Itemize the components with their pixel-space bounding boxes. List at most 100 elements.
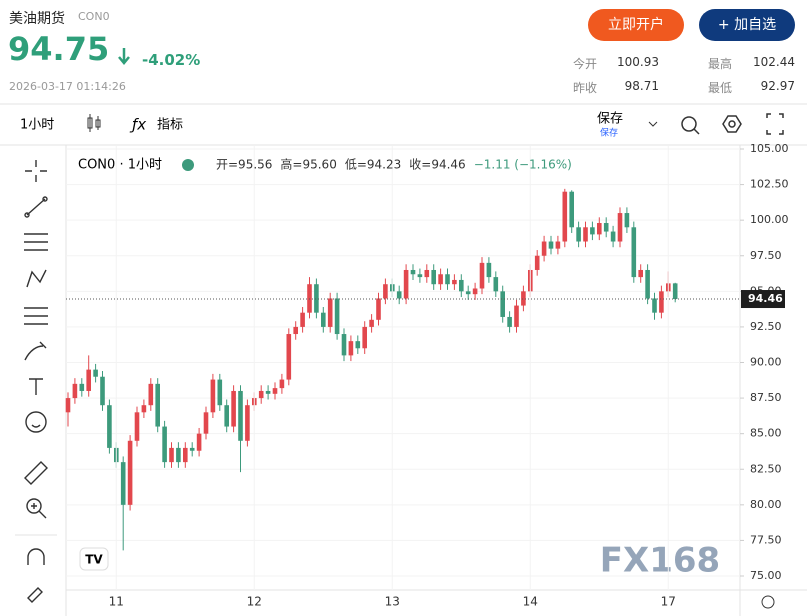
candle-body (210, 379, 216, 413)
last-price-label: 94.46 (748, 292, 783, 305)
interval-button[interactable]: 1小时 (20, 118, 54, 133)
candle-body (355, 341, 361, 349)
add-watchlist-button[interactable]: + 加自选 (699, 9, 795, 41)
candle-body (645, 269, 650, 299)
candle-body (258, 390, 264, 399)
drawing-tools[interactable] (24, 160, 48, 603)
y-tick-label: 82.50 (750, 462, 782, 475)
candle-body (321, 312, 326, 327)
candle-body (348, 341, 354, 356)
fx-icon: ƒx (129, 116, 146, 134)
candle-body (514, 305, 519, 327)
candle-body (369, 319, 374, 327)
y-tick-label: 97.50 (750, 249, 782, 262)
candle-body (169, 447, 174, 463)
x-tick-label: 12 (247, 595, 262, 609)
candle-body (583, 227, 588, 242)
candle-body (120, 462, 126, 505)
candle-body (465, 291, 471, 295)
candle-body (107, 405, 112, 448)
x-tick-label: 17 (661, 595, 676, 609)
x-tick-label: 13 (385, 595, 400, 609)
stat-value: 102.44 (753, 55, 795, 69)
legend-item: 低=94.23 (345, 158, 401, 172)
candle-body (576, 227, 581, 242)
candle-body (334, 298, 340, 335)
x-tick-label: 14 (523, 595, 538, 609)
settings-icon[interactable] (761, 595, 775, 609)
stat-label: 最高 (708, 57, 733, 71)
candle-body (617, 213, 623, 242)
candle-body (431, 269, 436, 285)
candle-body (224, 405, 229, 427)
x-tick-label: 11 (109, 595, 124, 609)
candle-body (293, 326, 298, 335)
candle-body (610, 231, 616, 242)
indicators-button[interactable]: 指标 (157, 118, 183, 133)
candle-body (314, 284, 319, 313)
code: CON0 (78, 10, 110, 23)
candle-body (155, 383, 160, 427)
candle-body (603, 223, 609, 232)
candle-body (279, 379, 285, 389)
candle-body (72, 383, 78, 399)
candle-body (300, 312, 305, 327)
candle-body (272, 388, 278, 394)
candle-body (652, 298, 657, 313)
candle-body (183, 447, 188, 463)
candle-body (189, 447, 195, 451)
y-tick-label: 100.00 (750, 213, 789, 226)
candle-body (631, 227, 637, 278)
candle-body (376, 298, 381, 320)
candle-body (410, 269, 416, 275)
candle-body (424, 269, 430, 278)
candle-body (86, 369, 91, 391)
candle-body (383, 284, 388, 299)
candle-body (403, 269, 409, 299)
y-tick-label: 102.50 (750, 178, 789, 191)
candle-body (548, 241, 554, 249)
candle-body (100, 376, 105, 406)
legend-eye-icon[interactable] (182, 159, 194, 171)
y-tick-label: 87.50 (750, 391, 782, 404)
candle-body (203, 412, 209, 434)
candle-body (134, 412, 140, 441)
candle-body (672, 283, 678, 300)
candle-body (445, 274, 450, 285)
open-account-button[interactable]: 立即开户 (588, 9, 684, 41)
candle-body (507, 316, 512, 327)
candle-body (659, 291, 664, 313)
candle-body (307, 284, 312, 313)
candle-body (176, 447, 181, 463)
stat-label: 今开 (573, 57, 598, 71)
timestamp: 2026-03-17 01:14:26 (9, 80, 126, 93)
candle-body (624, 213, 630, 228)
candle-body (141, 405, 147, 413)
candle-body (555, 241, 561, 249)
candle-body (245, 405, 250, 441)
candle-body (534, 255, 540, 270)
down-arrow (118, 48, 130, 65)
y-tick-label: 77.50 (750, 533, 782, 546)
candle-body (148, 383, 154, 406)
watermark: FX168 (600, 541, 720, 581)
candle-body (265, 390, 271, 394)
candle-body (590, 227, 595, 235)
plot (65, 146, 740, 590)
candle-body (638, 269, 643, 278)
candle-body (217, 379, 223, 406)
y-tick-label: 90.00 (750, 356, 782, 369)
toolbar-icons[interactable] (681, 113, 784, 135)
tv-logo: TV (79, 547, 109, 571)
legend-item: 开=95.56 (216, 158, 272, 172)
stat-label: 昨收 (573, 81, 598, 95)
candle-body (459, 279, 464, 292)
candle-body (493, 277, 499, 292)
dropdown-icon[interactable] (648, 121, 658, 127)
candle-type-icon[interactable] (87, 114, 101, 132)
candle-body (196, 433, 202, 451)
save-button[interactable]: 保存 (597, 112, 623, 127)
legend-item: 高=95.60 (280, 157, 336, 172)
